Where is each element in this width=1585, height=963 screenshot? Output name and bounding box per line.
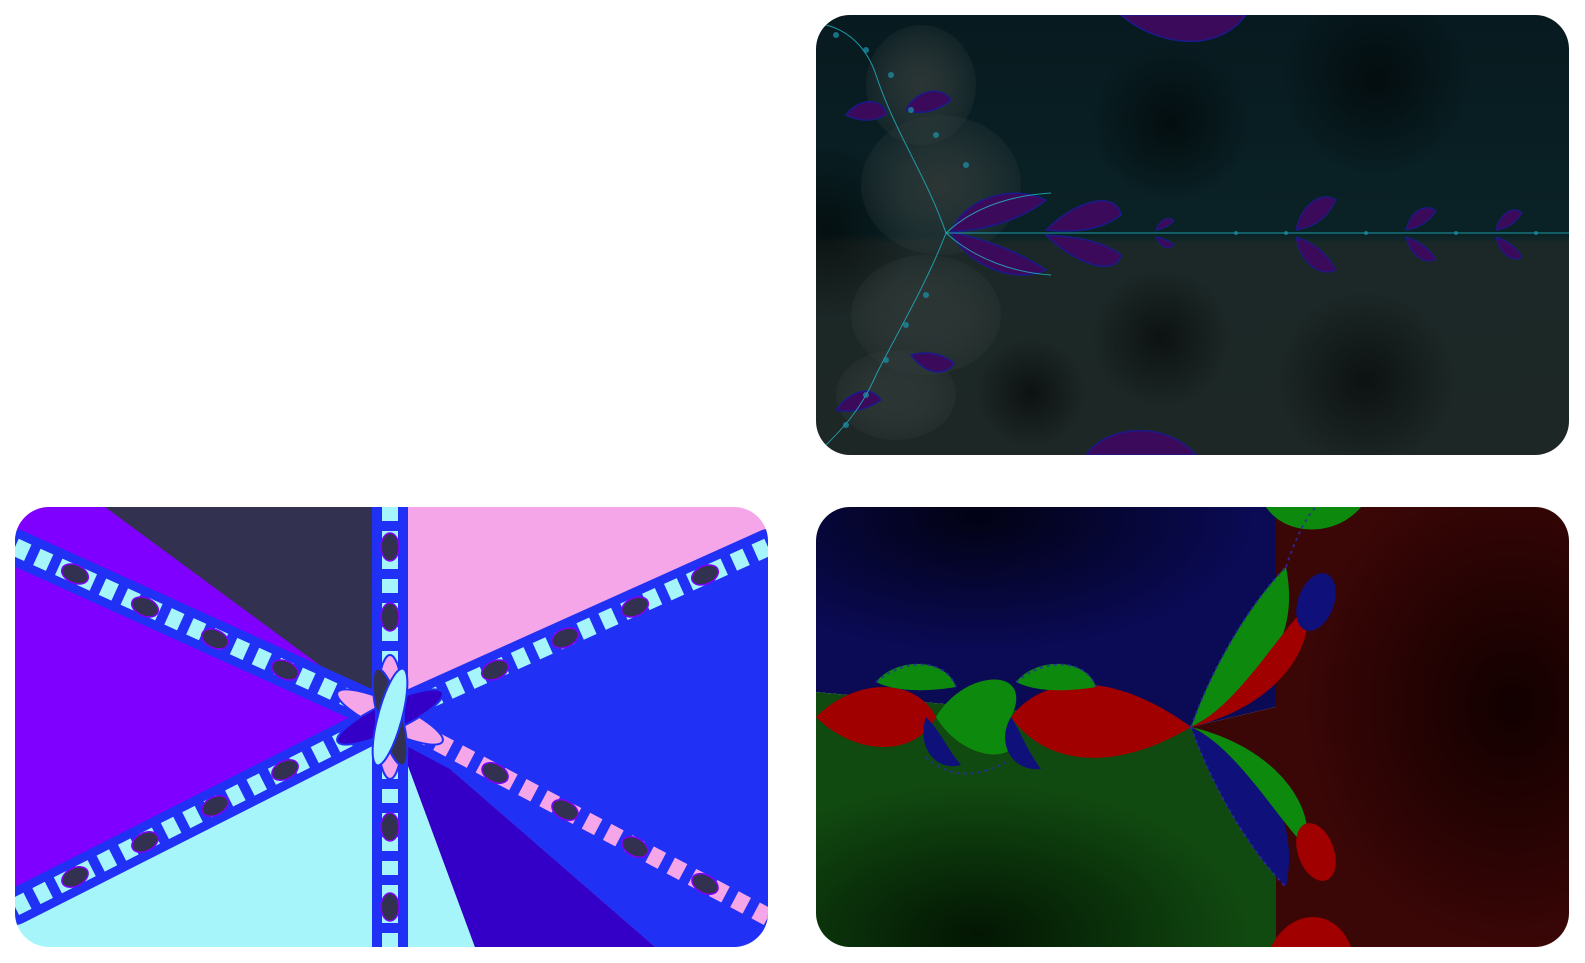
fractal-image-teal (816, 15, 1569, 455)
fractal-tile-teal (816, 15, 1569, 455)
fractal-tile-pastel (15, 507, 768, 947)
central-flower (336, 654, 444, 780)
fractal-image-rgb (816, 507, 1569, 947)
lens-chain (816, 663, 1191, 770)
fractal-image-pastel (15, 507, 768, 947)
fractal-tile-rgb (816, 507, 1569, 947)
vertical-chain (1191, 507, 1361, 947)
